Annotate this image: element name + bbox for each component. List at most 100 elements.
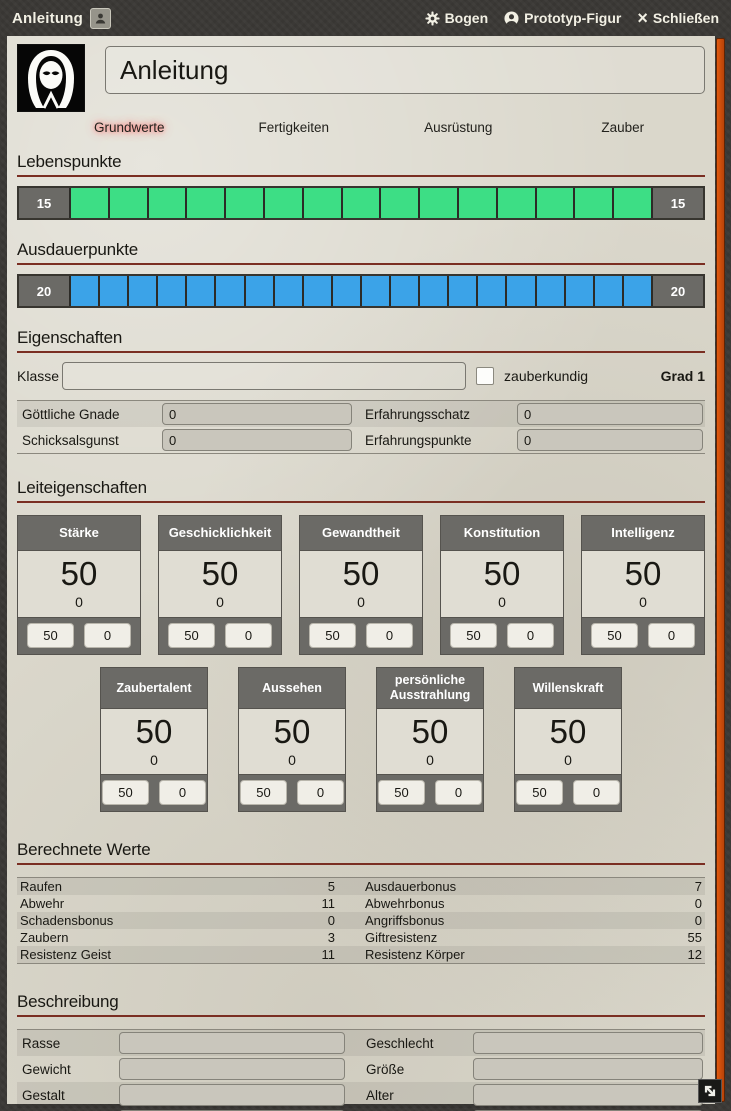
field-input[interactable] bbox=[119, 1084, 345, 1107]
bar-segment[interactable] bbox=[185, 276, 215, 306]
attribute-base-input[interactable] bbox=[102, 780, 149, 806]
bar-segment[interactable] bbox=[534, 276, 564, 306]
bar-segment[interactable] bbox=[301, 276, 331, 306]
bar-segment[interactable] bbox=[69, 188, 108, 218]
klasse-input[interactable] bbox=[62, 362, 467, 390]
field-label: Rasse bbox=[22, 1035, 61, 1051]
bar-segment[interactable] bbox=[359, 276, 390, 306]
bar-segment[interactable] bbox=[146, 188, 186, 218]
grad-value: Grad 1 bbox=[660, 368, 705, 384]
tab-grundwerte[interactable]: Grundwerte bbox=[93, 120, 165, 135]
document-id-icon[interactable] bbox=[89, 7, 111, 29]
bar-segment[interactable] bbox=[476, 276, 506, 306]
prototype-token-button[interactable]: Prototyp-Figur bbox=[504, 10, 621, 26]
bar-segment[interactable] bbox=[573, 188, 613, 218]
field-input[interactable] bbox=[119, 1032, 345, 1055]
tab-ausrüstung[interactable]: Ausrüstung bbox=[424, 120, 493, 135]
bar-segment[interactable] bbox=[418, 188, 457, 218]
close-button[interactable]: × Schließen bbox=[637, 9, 719, 27]
bar-segment[interactable] bbox=[301, 188, 341, 218]
berechnete-table: Raufen 5 Ausdauerbonus 7 Abwehr 11 Abweh… bbox=[17, 877, 705, 965]
gear-icon bbox=[425, 10, 440, 26]
attribute-bonus-input[interactable] bbox=[225, 622, 272, 648]
bar-segment[interactable] bbox=[127, 276, 157, 306]
bar-segment[interactable] bbox=[224, 188, 263, 218]
bar-segment[interactable] bbox=[447, 276, 477, 306]
bar-segment[interactable] bbox=[98, 276, 128, 306]
calc-row: Abwehr 11 Abwehrbonus 0 bbox=[17, 895, 705, 912]
attribute-base-input[interactable] bbox=[240, 780, 287, 806]
field-input[interactable] bbox=[473, 1058, 703, 1081]
bar-segment[interactable] bbox=[262, 188, 302, 218]
field-input[interactable] bbox=[517, 429, 703, 451]
calc-label: Abwehr bbox=[20, 896, 65, 912]
attribute-base-input[interactable] bbox=[309, 622, 356, 648]
bar-segment[interactable] bbox=[563, 276, 593, 306]
attribute-bonus-input[interactable] bbox=[297, 780, 344, 806]
field-label: Größe bbox=[366, 1061, 405, 1077]
attribute-base-input[interactable] bbox=[450, 622, 497, 648]
field-input[interactable] bbox=[473, 1032, 703, 1055]
attribute-mod: 0 bbox=[426, 751, 434, 768]
attribute-bonus-input[interactable] bbox=[573, 780, 620, 806]
bar-segment[interactable] bbox=[456, 188, 496, 218]
resize-handle[interactable] bbox=[698, 1079, 722, 1103]
attribute-bonus-input[interactable] bbox=[159, 780, 206, 806]
attribute-total: 50 bbox=[60, 555, 98, 592]
bar-segment[interactable] bbox=[621, 276, 651, 306]
bar-segment[interactable] bbox=[495, 188, 535, 218]
bar-segment[interactable] bbox=[185, 188, 225, 218]
attribute-card: Stärke 50 0 bbox=[17, 515, 141, 655]
character-name-input[interactable] bbox=[105, 46, 705, 94]
field-label: Göttliche Gnade bbox=[22, 406, 120, 422]
bar-segment[interactable] bbox=[214, 276, 244, 306]
close-label: Schließen bbox=[652, 10, 719, 26]
field-input[interactable] bbox=[119, 1058, 345, 1081]
attribute-bonus-input[interactable] bbox=[507, 622, 554, 648]
field-input[interactable] bbox=[473, 1084, 703, 1107]
tab-zauber[interactable]: Zauber bbox=[601, 120, 645, 135]
window-title: Anleitung bbox=[12, 9, 83, 27]
sheet-config-button[interactable]: Bogen bbox=[425, 10, 488, 26]
bar-segment[interactable] bbox=[330, 276, 360, 306]
zauberkundig-checkbox[interactable] bbox=[476, 367, 495, 385]
attribute-bonus-input[interactable] bbox=[366, 622, 413, 648]
attribute-total: 50 bbox=[201, 555, 239, 592]
attribute-base-input[interactable] bbox=[378, 780, 425, 806]
field-label: Alter bbox=[366, 1087, 394, 1103]
lebenspunkte-bar: 15 15 bbox=[17, 186, 705, 220]
field-input[interactable] bbox=[517, 403, 703, 425]
bar-segment[interactable] bbox=[156, 276, 186, 306]
tab-fertigkeiten[interactable]: Fertigkeiten bbox=[258, 120, 330, 135]
section-berechnete-werte-title: Berechnete Werte bbox=[17, 838, 705, 866]
attribute-base-input[interactable] bbox=[168, 622, 215, 648]
bar-segment[interactable] bbox=[379, 188, 419, 218]
bar-segment[interactable] bbox=[272, 276, 302, 306]
bar-segment[interactable] bbox=[107, 188, 147, 218]
attribute-total: 50 bbox=[273, 712, 311, 750]
character-avatar[interactable] bbox=[17, 44, 85, 112]
attribute-card: Willenskraft 50 0 bbox=[514, 666, 622, 813]
attribute-bonus-input[interactable] bbox=[648, 622, 695, 648]
bar-segment[interactable] bbox=[389, 276, 419, 306]
field-input[interactable] bbox=[162, 429, 352, 451]
attribute-total: 50 bbox=[411, 712, 449, 750]
bar-segment[interactable] bbox=[243, 276, 273, 306]
bar-segment[interactable] bbox=[340, 188, 380, 218]
bar-segment[interactable] bbox=[418, 276, 448, 306]
attribute-base-input[interactable] bbox=[27, 622, 74, 648]
vertical-scrollbar[interactable] bbox=[716, 38, 725, 1102]
field-input[interactable] bbox=[162, 403, 352, 425]
window-titlebar[interactable]: Anleitung Bogen Prototyp-Figur × Schließ… bbox=[0, 0, 731, 36]
bar-segment[interactable] bbox=[612, 188, 651, 218]
attribute-base-input[interactable] bbox=[591, 622, 638, 648]
attribute-base-input[interactable] bbox=[516, 780, 563, 806]
attribute-bonus-input[interactable] bbox=[84, 622, 131, 648]
field-row: Gewicht Größe bbox=[17, 1056, 705, 1082]
attributes-row-2: Zaubertalent 50 0 Aussehen 50 0 persönli… bbox=[17, 666, 705, 813]
bar-segment[interactable] bbox=[69, 276, 99, 306]
bar-segment[interactable] bbox=[534, 188, 574, 218]
bar-segment[interactable] bbox=[592, 276, 622, 306]
attribute-bonus-input[interactable] bbox=[435, 780, 482, 806]
bar-segment[interactable] bbox=[505, 276, 535, 306]
